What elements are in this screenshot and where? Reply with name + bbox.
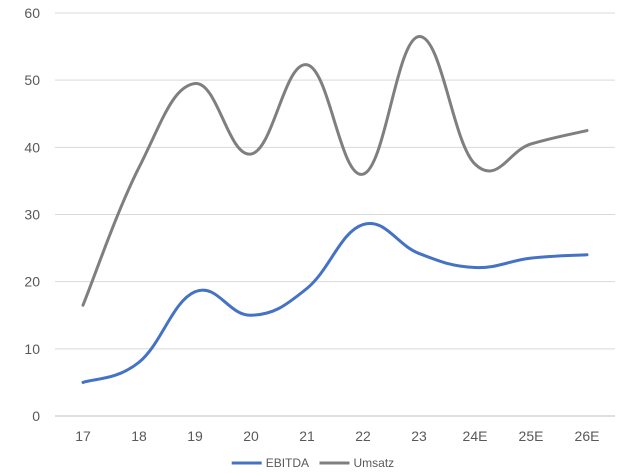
- series-lines: [81, 35, 589, 384]
- series-line-ebitda: [81, 221, 589, 384]
- x-tick-label: 22: [355, 428, 371, 444]
- x-tick-label: 20: [243, 428, 259, 444]
- x-tick-label: 21: [299, 428, 315, 444]
- y-tick-label: 10: [24, 341, 40, 357]
- y-tick-label: 40: [24, 139, 40, 155]
- series-line-umsatz: [81, 35, 589, 307]
- gridlines: [55, 12, 615, 417]
- y-tick-label: 20: [24, 274, 40, 290]
- legend: EBITDA Umsatz: [231, 456, 395, 470]
- y-tick-label: 60: [24, 5, 40, 21]
- y-tick-label: 50: [24, 72, 40, 88]
- x-tick-label: 25E: [519, 428, 544, 444]
- x-tick-label: 19: [187, 428, 203, 444]
- y-axis-tick-labels: 0 10 20 30 40 50 60: [24, 5, 40, 424]
- legend-label-ebitda: EBITDA: [266, 456, 309, 470]
- y-tick-label: 0: [32, 408, 40, 424]
- legend-label-umsatz: Umsatz: [354, 456, 395, 470]
- x-tick-label: 17: [75, 428, 91, 444]
- x-tick-label: 23: [411, 428, 427, 444]
- x-axis-tick-labels: 17 18 19 20 21 22 23 24E 25E 26E: [75, 428, 599, 444]
- x-tick-label: 24E: [463, 428, 488, 444]
- x-tick-label: 26E: [575, 428, 600, 444]
- y-tick-label: 30: [24, 207, 40, 223]
- x-tick-label: 18: [131, 428, 147, 444]
